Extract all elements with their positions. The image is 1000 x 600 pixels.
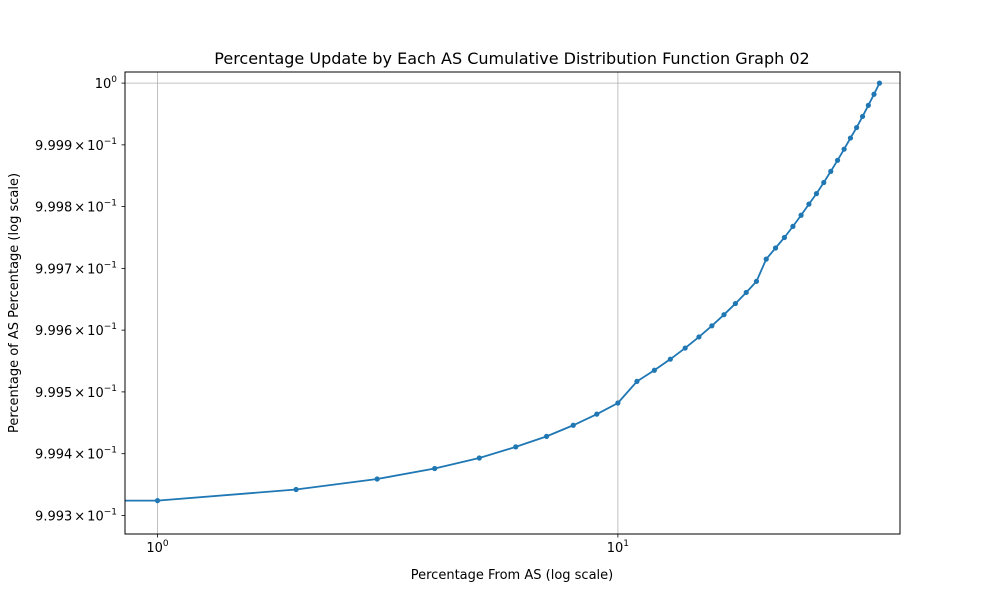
data-point [798, 212, 804, 218]
y-tick-label: 9.999 × 10−1 [35, 137, 117, 154]
y-tick-label: 9.996 × 10−1 [35, 322, 117, 339]
data-point [696, 334, 702, 340]
data-point [667, 356, 673, 362]
data-point [651, 367, 657, 373]
plot-frame [124, 71, 901, 535]
axis-ticks: 100 101 9.993 × 10−1 9.994 × 10−1 9.995 × 10−1 9.99… [35, 75, 629, 556]
data-point [432, 465, 438, 472]
data-point [841, 146, 847, 152]
data-point [570, 422, 576, 428]
x-tick-label: 101 [607, 539, 629, 556]
data-point [615, 400, 621, 406]
data-point [476, 455, 482, 461]
data-point [847, 135, 854, 141]
y-tick-label: 9.998 × 10−1 [35, 199, 117, 216]
y-tick-label: 9.997 × 10−1 [35, 260, 117, 277]
data-point [790, 223, 796, 229]
series-layer [125, 80, 883, 504]
data-point [834, 157, 841, 163]
y-tick-label: 9.995 × 10−1 [35, 384, 117, 401]
data-point [543, 433, 550, 439]
data-point [682, 345, 688, 351]
data-point [859, 113, 866, 120]
chart-title: Percentage Update by Each AS Cumulative … [214, 49, 809, 68]
data-point [154, 498, 161, 504]
data-point [806, 201, 812, 207]
x-axis-label: Percentage From AS (log scale) [411, 568, 613, 583]
data-point [763, 256, 769, 262]
data-point [709, 323, 715, 329]
data-point [374, 476, 380, 482]
data-point [876, 80, 883, 86]
data-point [594, 411, 600, 417]
data-point [634, 378, 640, 384]
data-point [828, 168, 834, 175]
data-point [772, 245, 779, 251]
data-point [865, 102, 871, 108]
data-point [513, 444, 519, 450]
y-tick-label: 9.994 × 10−1 [35, 446, 117, 463]
data-point [854, 124, 860, 131]
data-point [732, 300, 739, 307]
grid-lines [125, 72, 900, 534]
data-point [721, 312, 727, 318]
data-point [293, 486, 299, 493]
y-tick-label: 9.993 × 10−1 [35, 507, 117, 524]
data-point [813, 191, 820, 197]
data-point [743, 289, 749, 296]
data-point [781, 234, 788, 241]
y-tick-label: 100 [95, 75, 118, 92]
data-point [871, 91, 877, 97]
y-axis-label: Percentage of AS Percentage (log scale) [7, 173, 22, 433]
data-point [821, 179, 827, 186]
x-tick-label: 100 [146, 539, 169, 556]
data-point [753, 278, 760, 284]
